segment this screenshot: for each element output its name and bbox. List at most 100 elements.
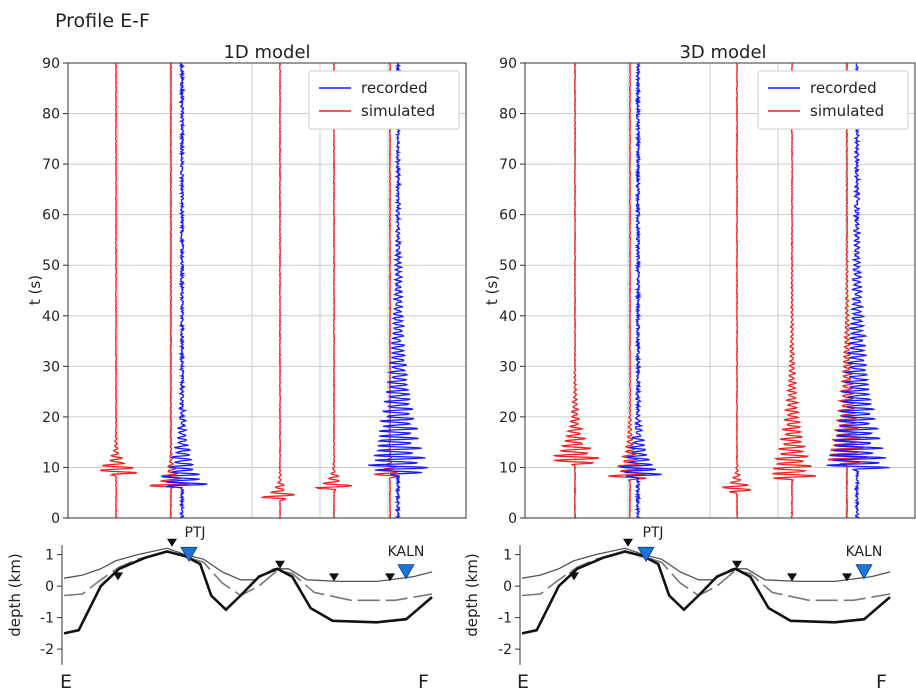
- station-label-ptj-1d: PTJ: [184, 525, 205, 541]
- stations-1d: [113, 538, 415, 582]
- profile-lines-3d: [521, 547, 891, 635]
- depth-tick-label: 0: [503, 579, 512, 595]
- y-tick-label: 80: [42, 107, 60, 123]
- surface-line: [63, 547, 433, 583]
- plot-frame-3d: [524, 62, 916, 519]
- recorded-trace-5: [826, 63, 890, 519]
- depth-axis-label-3d: depth (km): [463, 553, 481, 636]
- y-tick-label: 0: [51, 511, 60, 527]
- legend-entry-simulated-1d: simulated: [361, 102, 435, 120]
- panel-title-1d: 1D model: [223, 42, 310, 63]
- y-axis-label-1d: t (s): [26, 275, 44, 305]
- basement-line: [63, 550, 433, 635]
- recorded-trace-2: [162, 63, 208, 519]
- profile-end-f-1d: F: [418, 671, 429, 693]
- depth-profile-1d: depth (km) 1 0 -1 -2 PTJ KALN E F: [6, 525, 433, 693]
- depth-axis-label-1d: depth (km): [6, 553, 24, 636]
- station-label-kaln-1d: KALN: [388, 544, 425, 560]
- station-marker-kaln: [397, 564, 415, 580]
- depth-tick-label: 1: [45, 548, 54, 564]
- simulated-trace-3: [260, 63, 295, 519]
- depth-tick-label: -1: [498, 611, 512, 627]
- y-axis-label-3d: t (s): [483, 275, 501, 305]
- y-ticks-1d: 0 10 20 30 40 50 60 70 80 90: [42, 56, 68, 527]
- profile-end-f-3d: F: [876, 671, 887, 693]
- y-tick-label: 70: [499, 157, 517, 173]
- y-tick-label: 40: [42, 309, 60, 325]
- station-marker: [113, 572, 123, 581]
- station-label-ptj-3d: PTJ: [642, 525, 663, 541]
- station-marker: [329, 573, 339, 582]
- legend-box-3d: [757, 70, 909, 130]
- legend-entry-simulated-3d: simulated: [810, 102, 884, 120]
- station-marker-kaln: [855, 564, 873, 580]
- simulated-trace-1: [552, 63, 600, 519]
- figure-title: Profile E-F: [55, 10, 150, 32]
- y-tick-label: 60: [499, 208, 517, 224]
- panel-3d-model: 3D model t (s) 0 10 20 30 40 50 60 70 80 90 recor…: [483, 42, 916, 527]
- layer-interface-line: [63, 550, 433, 602]
- station-marker: [623, 538, 633, 547]
- station-marker: [275, 560, 285, 569]
- station-marker: [569, 572, 579, 581]
- station-marker: [842, 573, 852, 582]
- recorded-trace-2: [619, 63, 662, 519]
- y-tick-label: 20: [499, 410, 517, 426]
- y-tick-label: 10: [499, 460, 517, 476]
- recorded-trace-5: [368, 63, 429, 519]
- traces-1d: [99, 63, 429, 519]
- legend-3d: recorded simulated: [757, 70, 909, 130]
- depth-ticks-1d: 1 0 -1 -2: [40, 545, 63, 665]
- simulated-trace-2: [608, 63, 647, 519]
- simulated-trace-3: [721, 63, 751, 519]
- profile-end-e-3d: E: [517, 671, 529, 693]
- legend-entry-recorded-1d: recorded: [361, 79, 428, 97]
- y-tick-label: 60: [42, 208, 60, 224]
- y-tick-label: 50: [499, 258, 517, 274]
- plot-frame-1d: [67, 62, 467, 519]
- legend-box-1d: [308, 70, 460, 130]
- y-tick-label: 40: [499, 309, 517, 325]
- y-tick-label: 30: [42, 359, 60, 375]
- profile-end-e-1d: E: [60, 671, 72, 693]
- panel-title-3d: 3D model: [679, 42, 766, 63]
- legend-1d: recorded simulated: [308, 70, 460, 130]
- station-marker: [787, 573, 797, 582]
- simulated-trace-4: [314, 63, 353, 519]
- stations-3d: [569, 538, 873, 582]
- simulated-trace-2: [149, 63, 191, 519]
- station-marker-ptj: [180, 546, 198, 563]
- y-tick-label: 0: [508, 511, 517, 527]
- station-marker: [732, 560, 742, 569]
- surface-line: [521, 547, 891, 583]
- y-tick-label: 90: [499, 56, 517, 72]
- simulated-trace-4: [772, 63, 817, 519]
- basement-line: [521, 550, 891, 635]
- y-ticks-3d: 0 10 20 30 40 50 60 70 80 90: [499, 56, 525, 527]
- station-marker-ptj: [637, 546, 655, 563]
- depth-profile-3d: depth (km) 1 0 -1 -2 PTJ KALN E F: [463, 525, 891, 693]
- y-tick-label: 90: [42, 56, 60, 72]
- depth-tick-label: 0: [45, 579, 54, 595]
- simulated-trace-1: [99, 63, 137, 519]
- panel-1d-model: 1D model t (s) 0 10 20 30 40 50 60 70 80 90 recor…: [26, 42, 467, 527]
- station-label-kaln-3d: KALN: [846, 544, 883, 560]
- legend-entry-recorded-3d: recorded: [810, 79, 877, 97]
- y-tick-label: 50: [42, 258, 60, 274]
- depth-tick-label: 1: [503, 548, 512, 564]
- depth-tick-label: -1: [40, 611, 54, 627]
- traces-3d: [552, 63, 890, 519]
- profile-lines-1d: [63, 547, 433, 635]
- depth-tick-label: -2: [498, 642, 512, 658]
- layer-interface-line: [521, 550, 891, 602]
- y-tick-label: 80: [499, 107, 517, 123]
- depth-tick-label: -2: [40, 642, 54, 658]
- depth-ticks-3d: 1 0 -1 -2: [498, 545, 521, 665]
- station-marker: [167, 538, 177, 547]
- y-tick-label: 30: [499, 359, 517, 375]
- y-tick-label: 10: [42, 460, 60, 476]
- y-tick-label: 70: [42, 157, 60, 173]
- station-marker: [385, 573, 395, 582]
- grid-1d: [68, 62, 466, 519]
